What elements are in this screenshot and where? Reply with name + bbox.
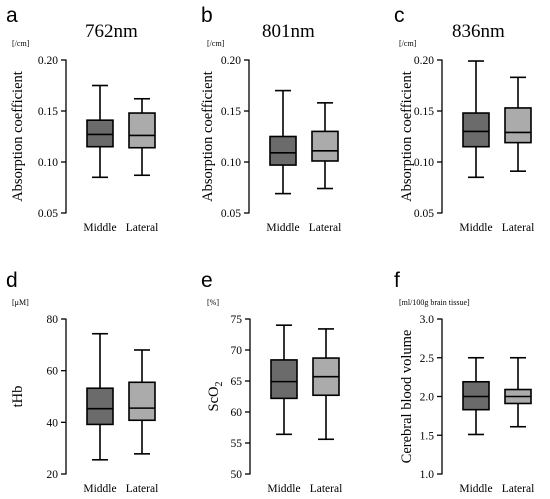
y-tick-label: 1.0 [420,469,435,481]
box-middle: Middle [267,324,301,495]
box-middle: Middle [266,89,300,234]
x-tick-label: Middle [459,222,492,234]
y-tick-label: 60 [47,366,59,378]
y-tick-label: 3.0 [420,314,435,326]
y-tick-label: 0.20 [221,55,241,67]
x-tick-label: Lateral [502,222,535,234]
y-tick-label: 65 [231,376,243,388]
panel-letter: c [394,4,405,27]
box-middle: Middle [459,356,493,495]
box-iqr [128,381,156,422]
x-tick-label: Middle [459,483,492,495]
y-tick-label: 0.05 [38,208,58,220]
y-axis-label: tHb [10,386,26,408]
box-middle: Middle [459,60,493,234]
panel-title: 836nm [452,21,505,42]
y-axis-label: Absorption coefficient [10,71,26,202]
panel-letter: d [6,269,18,292]
box-lateral: Lateral [126,349,159,495]
unit-label: [/cm] [207,39,225,48]
box-lateral: Lateral [502,76,535,234]
box-middle: Middle [83,84,117,234]
panel-letter: a [6,4,18,27]
y-axis-label: Cerebral blood volume [399,330,415,464]
y-tick-label: 0.05 [221,208,241,220]
y-axis-label: Absorption coefficient [200,71,216,202]
box-lateral: Lateral [309,102,342,234]
x-tick-label: Lateral [502,483,535,495]
panel-letter: f [394,269,400,292]
y-tick-label: 40 [47,417,59,429]
panel-e: e [%] 50 55 60 65 70 75 ScO2 Middle Lateral [201,269,342,495]
y-tick-label: 80 [47,314,59,326]
x-tick-label: Lateral [309,222,342,234]
y-tick-label: 0.15 [38,106,58,118]
y-tick-label: 2.5 [420,353,435,365]
panel-letter: e [201,269,213,292]
x-tick-label: Middle [266,222,299,234]
panel-letter: b [201,4,213,27]
box-lateral: Lateral [310,328,343,495]
x-tick-label: Lateral [126,483,159,495]
y-tick-label: 2.0 [420,392,435,404]
box-iqr [86,387,114,426]
unit-label: [ml/100g brain tissue] [399,298,470,307]
y-axis-label: ScO2 [206,382,225,412]
y-tick-label: 60 [231,407,243,419]
y-axis-label-subscript: 2 [214,382,225,387]
box-lateral: Lateral [126,97,159,234]
box-lateral: Lateral [502,356,535,495]
box-iqr [462,112,490,148]
y-tick-label: 0.10 [38,157,58,169]
y-tick-label: 20 [47,469,59,481]
y-tick-label: 0.10 [221,157,241,169]
y-tick-label: 55 [231,438,243,450]
y-tick-label: 0.20 [414,55,434,67]
x-tick-label: Middle [267,483,300,495]
y-axis-label: Absorption coefficient [399,71,415,202]
y-tick-label: 70 [231,345,243,357]
box-iqr [128,112,156,149]
y-tick-label: 75 [231,314,243,326]
box-iqr [269,135,297,166]
y-tick-label: 1.5 [420,430,435,442]
panel-d: d [μM] 20 40 60 80 tHb Middle Lateral [6,269,158,495]
panel-title: 762nm [85,21,138,42]
unit-label: [μM] [12,298,29,307]
y-tick-label: 0.05 [414,208,434,220]
x-tick-label: Middle [83,483,116,495]
unit-label: [%] [207,298,219,307]
panel-c: c 836nm [/cm] 0.05 0.10 0.15 0.20 Absorption co… [394,4,534,234]
box-middle: Middle [83,332,117,495]
unit-label: [/cm] [399,39,417,48]
panel-a: a 762nm [/cm] 0.05 0.10 0.15 0.20 Absorption co… [6,4,158,234]
y-tick-label: 50 [231,469,243,481]
x-tick-label: Lateral [310,483,343,495]
box-iqr [270,359,298,400]
y-tick-label: 0.15 [221,106,241,118]
panel-title: 801nm [262,21,315,42]
x-tick-label: Lateral [126,222,159,234]
unit-label: [/cm] [12,39,30,48]
y-tick-label: 0.15 [414,106,434,118]
y-tick-label: 0.20 [38,55,58,67]
box-iqr [86,119,114,148]
x-tick-label: Middle [83,222,116,234]
y-tick-label: 0.10 [414,157,434,169]
box-iqr [504,107,532,144]
panel-b: b 801nm [/cm] 0.05 0.10 0.15 0.20 Absorption co… [200,4,341,234]
box-iqr [311,130,339,162]
panel-f: f [ml/100g brain tissue] 1.0 1.5 2.0 2.5 3.0 Ce… [394,269,534,495]
